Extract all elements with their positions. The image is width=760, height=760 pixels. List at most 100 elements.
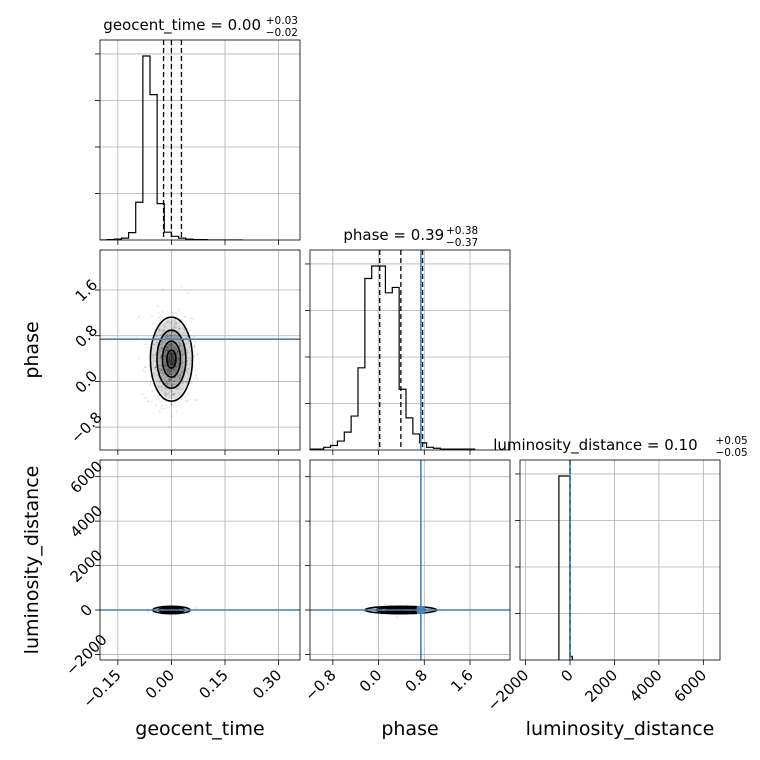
sample-point: [170, 403, 172, 406]
x-tick-label: −0.8: [301, 666, 339, 704]
sample-point: [193, 350, 195, 353]
sample-point: [178, 377, 181, 379]
sample-point: [177, 357, 180, 360]
sample-point: [167, 343, 169, 346]
sample-point: [164, 326, 167, 328]
sample-point: [168, 371, 171, 373]
sample-point: [164, 336, 167, 339]
sample-point: [170, 369, 172, 372]
sample-point: [167, 346, 170, 349]
sample-point: [166, 347, 169, 350]
sample-point: [192, 354, 195, 357]
sample-point: [167, 361, 170, 363]
sample-point: [165, 381, 168, 383]
sample-point: [168, 373, 170, 375]
sample-point: [193, 355, 195, 358]
sample-point: [177, 359, 180, 361]
sample-point: [177, 355, 180, 358]
sample-point: [164, 342, 167, 344]
sample-point: [160, 405, 163, 407]
sample-point: [181, 396, 184, 398]
sample-point: [173, 377, 176, 380]
sample-point: [166, 320, 169, 323]
sample-point: [153, 354, 156, 357]
sample-point: [168, 380, 171, 383]
sample-point: [172, 336, 175, 339]
sample-point: [167, 346, 170, 349]
sample-point: [171, 354, 174, 357]
sample-point: [168, 370, 171, 372]
sample-point: [187, 393, 189, 396]
x-tick-label: 2000: [582, 666, 622, 706]
sample-point: [179, 345, 181, 347]
sample-point: [158, 360, 161, 363]
sample-point: [169, 374, 172, 377]
sample-point: [177, 335, 180, 338]
density-layer: [100, 605, 300, 615]
sample-point: [172, 353, 175, 356]
sample-point: [160, 333, 163, 336]
sample-point: [165, 383, 167, 385]
sample-point: [184, 399, 187, 402]
sample-point: [173, 367, 176, 370]
sample-point: [178, 374, 181, 377]
sample-point: [163, 373, 165, 376]
sample-point: [175, 322, 177, 325]
sample-point: [385, 603, 387, 606]
sample-point: [161, 389, 163, 391]
sample-point: [193, 345, 196, 348]
sample-point: [171, 344, 173, 347]
sample-point: [172, 384, 174, 386]
sample-point: [174, 348, 177, 351]
sample-point: [182, 380, 185, 383]
sample-point: [160, 368, 163, 371]
sample-point: [176, 354, 179, 357]
sample-point: [186, 348, 188, 351]
sample-point: [173, 345, 176, 348]
sample-point: [185, 332, 188, 335]
sample-point: [189, 363, 192, 365]
sample-point: [187, 340, 190, 343]
x-tick-label: 1.6: [447, 666, 477, 696]
sample-point: [159, 350, 161, 353]
x-tick-label: −2000: [484, 666, 533, 715]
sample-point: [171, 356, 173, 359]
sample-point: [181, 387, 183, 390]
sample-point: [169, 334, 172, 337]
sample-point: [165, 387, 168, 390]
sample-point: [153, 367, 156, 370]
sample-point: [181, 367, 183, 370]
sample-point: [169, 334, 172, 337]
title-plus: +0.38: [446, 225, 478, 237]
sample-point: [182, 353, 185, 356]
sample-point: [180, 285, 183, 288]
sample-point: [157, 386, 160, 389]
sample-point: [172, 363, 175, 366]
sample-point: [171, 363, 174, 366]
sample-point: [168, 397, 171, 400]
sample-point: [180, 363, 183, 366]
title-minus: −0.02: [266, 27, 298, 39]
sample-point: [186, 335, 189, 338]
sample-point: [167, 314, 169, 317]
sample-point: [182, 369, 185, 372]
sample-point: [182, 382, 185, 385]
sample-point: [196, 398, 199, 401]
sample-point: [177, 350, 179, 353]
sample-point: [187, 612, 190, 615]
sample-point: [181, 365, 184, 368]
panel-title-geocent_time: geocent_time = 0.00 +0.03−0.02: [103, 15, 298, 39]
sample-point: [168, 331, 170, 334]
sample-point: [165, 333, 168, 336]
sample-point: [192, 317, 195, 320]
sample-point: [159, 343, 162, 346]
sample-point: [168, 391, 170, 394]
sample-point: [171, 384, 173, 387]
sample-point: [190, 317, 192, 320]
sample-point: [178, 341, 181, 344]
sample-point: [171, 384, 174, 387]
sample-point: [156, 385, 159, 388]
sample-point: [184, 381, 187, 383]
sample-point: [159, 356, 162, 359]
sample-point: [168, 379, 171, 381]
